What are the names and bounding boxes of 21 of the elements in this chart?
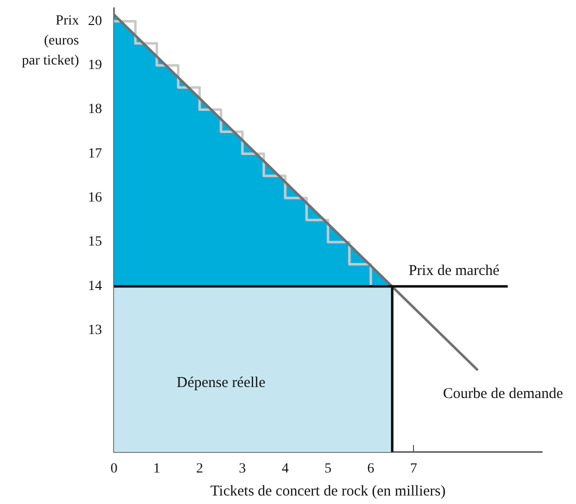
x-tick-label: 4 [282, 462, 289, 476]
x-axis-title: Tickets de concert de rock (en milliers) [210, 484, 446, 500]
y-tick-label: 15 [88, 234, 102, 250]
x-tick-label: 2 [196, 462, 204, 476]
y-tick-label: 19 [88, 58, 102, 73]
y-tick-label: 16 [88, 190, 102, 206]
y-axis-title: Prix (euros par ticket) [22, 14, 80, 68]
annotation: Prix de marché [408, 263, 500, 279]
x-tick-label: 0 [110, 462, 118, 476]
y-tick-label: 18 [88, 102, 102, 118]
y-tick-label: 20 [88, 14, 102, 29]
x-tick-label: 3 [238, 462, 246, 476]
x-tick-label: 5 [324, 462, 332, 476]
y-tick-label: 14 [88, 278, 102, 294]
x-tick-label: 6 [367, 462, 374, 476]
y-tick-label: 13 [88, 323, 102, 338]
x-tick-label: 1 [153, 462, 160, 476]
x-tick-label: 7 [410, 462, 418, 476]
annotation: Dépense réelle [176, 375, 266, 391]
y-tick-label: 17 [88, 146, 102, 162]
annotation: Courbe de demande [443, 386, 564, 402]
